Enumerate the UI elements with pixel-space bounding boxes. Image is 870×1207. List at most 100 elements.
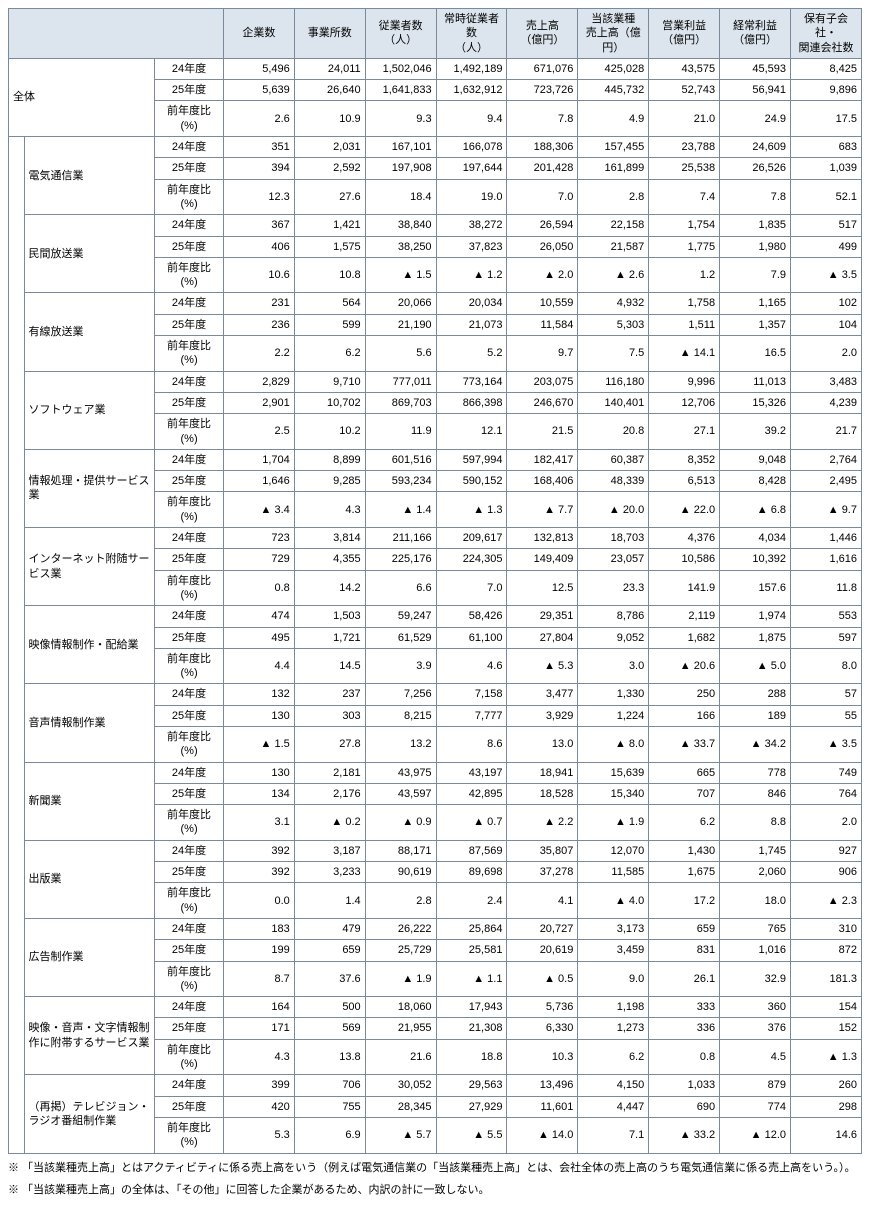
table-header: 企業数 事業所数 従業者数（人） 常時従業者数（人） 売上高（億円） 当該業種売… xyxy=(9,9,862,59)
table-body: 全体24年度5,49624,0111,502,0461,492,189671,0… xyxy=(9,58,862,1153)
data-cell: ▲ 33.7 xyxy=(649,726,720,762)
data-cell: 24,609 xyxy=(720,137,791,158)
table-row: 有線放送業24年度23156420,06620,03410,5594,9321,… xyxy=(9,293,862,314)
data-cell: 20,619 xyxy=(507,940,578,961)
category-name: 音声情報制作業 xyxy=(24,684,155,762)
data-cell: 211,166 xyxy=(365,528,436,549)
data-cell: 17.2 xyxy=(649,883,720,919)
data-cell: 2.8 xyxy=(578,179,649,215)
data-cell: 9,052 xyxy=(578,627,649,648)
data-cell: 2.0 xyxy=(791,336,862,372)
data-cell: 32.9 xyxy=(720,961,791,997)
data-cell: 2,764 xyxy=(791,449,862,470)
footnote: ※ 「当該業種売上高」とはアクティビティに係る売上高をいう（例えば電気通信業の「… xyxy=(8,1160,862,1177)
category-name: ソフトウェア業 xyxy=(24,371,155,449)
data-cell: 4.3 xyxy=(294,492,365,528)
data-cell: 166 xyxy=(649,705,720,726)
table-row: 新聞業24年度1302,18143,97543,19718,94115,6396… xyxy=(9,762,862,783)
data-cell: 88,171 xyxy=(365,840,436,861)
data-cell: 2.5 xyxy=(223,414,294,450)
data-cell: 224,305 xyxy=(436,549,507,570)
data-cell: 1,446 xyxy=(791,528,862,549)
data-cell: 18,060 xyxy=(365,997,436,1018)
data-cell: 10,559 xyxy=(507,293,578,314)
data-cell: 7,256 xyxy=(365,684,436,705)
data-cell: ▲ 14.0 xyxy=(507,1117,578,1153)
col-operating-profit: 営業利益（億円） xyxy=(649,9,720,59)
year-cell: 前年度比(%) xyxy=(155,805,224,841)
category-name: 映像・音声・文字情報制作に附帯するサービス業 xyxy=(24,997,155,1075)
data-cell: 26,222 xyxy=(365,918,436,939)
data-cell: 132,813 xyxy=(507,528,578,549)
data-cell: 1.2 xyxy=(649,257,720,293)
data-cell: 132 xyxy=(223,684,294,705)
data-cell: 597 xyxy=(791,627,862,648)
data-cell: 21,073 xyxy=(436,314,507,335)
data-cell: 21.0 xyxy=(649,101,720,137)
data-cell: ▲ 1.1 xyxy=(436,961,507,997)
data-cell: 21,955 xyxy=(365,1018,436,1039)
data-cell: 7,158 xyxy=(436,684,507,705)
category-name: 映像情報制作・配給業 xyxy=(24,606,155,684)
data-cell: 8,428 xyxy=(720,471,791,492)
data-cell: ▲ 0.5 xyxy=(507,961,578,997)
data-cell: 11,585 xyxy=(578,862,649,883)
table-row: 情報処理・提供サービス業24年度1,7048,899601,516597,994… xyxy=(9,449,862,470)
data-cell: 474 xyxy=(223,606,294,627)
data-cell: 517 xyxy=(791,215,862,236)
year-cell: 25年度 xyxy=(155,471,224,492)
data-cell: ▲ 8.0 xyxy=(578,726,649,762)
data-cell: 189 xyxy=(720,705,791,726)
data-cell: 18.4 xyxy=(365,179,436,215)
data-cell: 116,180 xyxy=(578,371,649,392)
year-cell: 24年度 xyxy=(155,449,224,470)
data-cell: 10,702 xyxy=(294,392,365,413)
year-cell: 前年度比(%) xyxy=(155,961,224,997)
table-row: 広告制作業24年度18347926,22225,86420,7273,17365… xyxy=(9,918,862,939)
data-cell: 1.4 xyxy=(294,883,365,919)
year-cell: 前年度比(%) xyxy=(155,1117,224,1153)
col-ordinary-profit: 経常利益（億円） xyxy=(720,9,791,59)
year-cell: 24年度 xyxy=(155,371,224,392)
data-cell: ▲ 12.0 xyxy=(720,1117,791,1153)
year-cell: 25年度 xyxy=(155,80,224,101)
data-cell: 5,303 xyxy=(578,314,649,335)
table-row: ソフトウェア業24年度2,8299,710777,011773,164203,0… xyxy=(9,371,862,392)
table-row: 出版業24年度3923,18788,17187,56935,80712,0701… xyxy=(9,840,862,861)
data-cell: 4,239 xyxy=(791,392,862,413)
year-cell: 25年度 xyxy=(155,392,224,413)
data-cell: 2,592 xyxy=(294,158,365,179)
data-cell: 168,406 xyxy=(507,471,578,492)
footnote: ※ 「当該業種売上高」の全体は、「その他」に回答した企業があるため、内訳の計に一… xyxy=(8,1182,862,1199)
data-cell: 665 xyxy=(649,762,720,783)
data-cell: ▲ 0.9 xyxy=(365,805,436,841)
data-cell: 56,941 xyxy=(720,80,791,101)
data-cell: 12,070 xyxy=(578,840,649,861)
data-cell: 0.0 xyxy=(223,883,294,919)
year-cell: 25年度 xyxy=(155,627,224,648)
data-cell: 18.0 xyxy=(720,883,791,919)
data-cell: 597,994 xyxy=(436,449,507,470)
data-cell: 1,330 xyxy=(578,684,649,705)
data-cell: 499 xyxy=(791,236,862,257)
data-cell: 10.2 xyxy=(294,414,365,450)
data-cell: 134 xyxy=(223,783,294,804)
data-cell: ▲ 1.3 xyxy=(436,492,507,528)
data-cell: 1,754 xyxy=(649,215,720,236)
data-cell: 4.4 xyxy=(223,648,294,684)
data-cell: 8.6 xyxy=(436,726,507,762)
data-cell: 13.0 xyxy=(507,726,578,762)
data-cell: 236 xyxy=(223,314,294,335)
data-cell: 171 xyxy=(223,1018,294,1039)
data-cell: 43,975 xyxy=(365,762,436,783)
year-cell: 前年度比(%) xyxy=(155,257,224,293)
data-cell: 1,616 xyxy=(791,549,862,570)
data-cell: 683 xyxy=(791,137,862,158)
data-cell: 181.3 xyxy=(791,961,862,997)
data-cell: 749 xyxy=(791,762,862,783)
data-cell: 25,538 xyxy=(649,158,720,179)
data-cell: 21.5 xyxy=(507,414,578,450)
data-cell: 1,646 xyxy=(223,471,294,492)
data-cell: 392 xyxy=(223,862,294,883)
year-cell: 25年度 xyxy=(155,940,224,961)
